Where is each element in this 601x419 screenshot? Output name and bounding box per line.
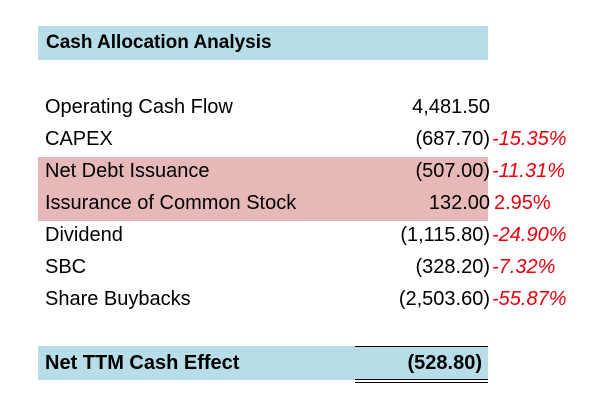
row-sbc: SBC (328.20) -7.32% [38, 253, 583, 285]
highlight-fill [38, 189, 488, 221]
row-label[interactable]: Net Debt Issuance [45, 160, 210, 182]
total-double-underline-2 [355, 382, 488, 383]
row-share-buybacks: Share Buybacks (2,503.60) -55.87% [38, 285, 583, 317]
highlight-fill [38, 157, 488, 189]
row-value[interactable]: (328.20) [415, 256, 491, 278]
row-capex: CAPEX (687.70) -15.35% [38, 125, 583, 157]
row-operating-cash-flow: Operating Cash Flow 4,481.50 [38, 93, 583, 125]
row-percent[interactable]: -55.87% [492, 288, 567, 310]
row-value[interactable]: (687.70) [415, 128, 491, 150]
row-value[interactable]: 4,481.50 [412, 96, 490, 118]
row-label[interactable]: CAPEX [45, 128, 113, 150]
row-percent[interactable]: 2.95% [494, 192, 551, 214]
row-percent[interactable]: -15.35% [492, 128, 567, 150]
sheet-title: Cash Allocation Analysis [46, 32, 272, 53]
row-label[interactable]: Dividend [45, 224, 123, 246]
total-top-border [355, 346, 488, 347]
title-cell[interactable]: Cash Allocation Analysis [38, 26, 488, 60]
row-percent[interactable]: -11.31% [492, 160, 566, 182]
row-percent[interactable]: -7.32% [492, 256, 556, 278]
row-label[interactable]: Operating Cash Flow [45, 96, 233, 118]
row-value[interactable]: (507.00) [415, 160, 491, 182]
total-row: Net TTM Cash Effect (528.80) [38, 346, 488, 380]
row-value[interactable]: (2,503.60) [398, 288, 490, 310]
total-double-underline-1 [355, 379, 488, 380]
row-percent[interactable]: -24.90% [492, 224, 567, 246]
total-label[interactable]: Net TTM Cash Effect [45, 352, 240, 374]
row-label[interactable]: Share Buybacks [45, 288, 191, 310]
row-label[interactable]: SBC [45, 256, 87, 278]
total-value[interactable]: (528.80) [407, 352, 483, 374]
row-dividend: Dividend (1,115.80) -24.90% [38, 221, 583, 253]
row-value[interactable]: 132.00 [428, 192, 490, 214]
row-value[interactable]: (1,115.80) [400, 224, 490, 246]
row-net-debt-issuance: Net Debt Issuance (507.00) -11.31% [38, 157, 583, 189]
row-common-stock: Issurance of Common Stock 132.00 2.95% [38, 189, 583, 221]
row-label[interactable]: Issurance of Common Stock [45, 192, 297, 214]
